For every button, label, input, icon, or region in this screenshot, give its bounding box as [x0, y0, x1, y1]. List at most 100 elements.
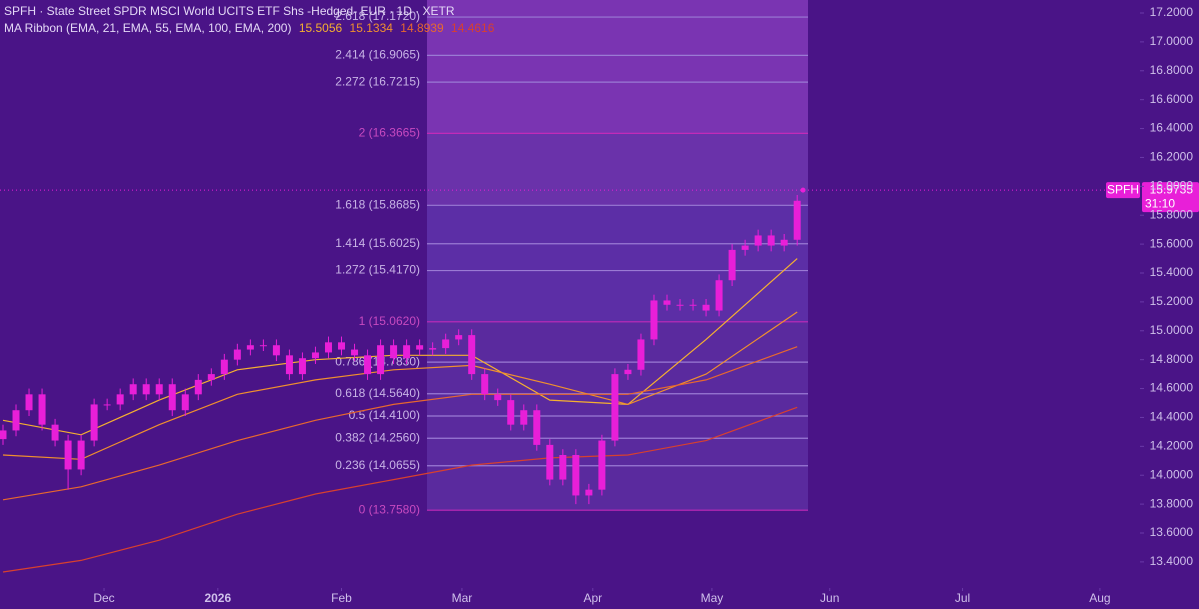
candle-body — [637, 339, 645, 370]
candle-body — [715, 280, 723, 311]
candle-body — [650, 300, 658, 340]
fib-label: 2 (16.3665) — [359, 126, 420, 140]
x-tick-label: Dec — [93, 591, 114, 605]
candle-body — [598, 440, 606, 490]
fib-band — [427, 205, 808, 244]
candle-body — [194, 379, 202, 395]
y-tick-label: 16.0000 — [1150, 179, 1194, 193]
indicator-label: MA Ribbon (EMA, 21, EMA, 55, EMA, 100, E… — [4, 21, 291, 35]
x-tick-label: Jul — [955, 591, 970, 605]
y-tick-label: 16.4000 — [1150, 121, 1194, 135]
price-badge — [1142, 182, 1199, 213]
fib-band — [427, 82, 808, 134]
candle-body — [220, 359, 228, 375]
y-tick-label: 16.6000 — [1150, 92, 1194, 106]
candle-body — [129, 384, 137, 395]
candle-body — [468, 335, 476, 375]
candle-body — [585, 489, 593, 496]
candle-body — [351, 349, 359, 356]
candle-body — [377, 345, 385, 375]
candle-body — [455, 335, 463, 340]
fib-band — [427, 243, 808, 271]
candle-body — [481, 374, 489, 395]
candle-body — [285, 355, 293, 375]
candle-body — [338, 342, 346, 350]
y-tick-label: 17.2000 — [1150, 5, 1194, 19]
candle-body — [780, 239, 788, 246]
candle-body — [624, 369, 632, 375]
candle-body — [416, 345, 424, 350]
ma-line — [2, 406, 798, 573]
x-tick-label: Feb — [331, 591, 352, 605]
candle-body — [90, 404, 98, 441]
candle-body — [0, 430, 7, 440]
indicator-legend: MA Ribbon (EMA, 21, EMA, 55, EMA, 100, E… — [4, 21, 495, 35]
legend-value: 15.1334 — [350, 21, 394, 35]
fib-label: 0.236 (14.0655) — [335, 458, 420, 472]
candle-body — [767, 235, 775, 246]
candle-body — [728, 249, 736, 281]
x-tick-label: Apr — [583, 591, 602, 605]
x-tick-label: Jun — [820, 591, 839, 605]
fib-label: 1.272 (15.4170) — [335, 263, 420, 277]
candle-body — [507, 400, 515, 425]
fib-label: 0.618 (14.5640) — [335, 386, 420, 400]
fib-label: 1 (15.0620) — [359, 314, 420, 328]
candle-body — [298, 358, 306, 375]
y-tick-label: 14.2000 — [1150, 439, 1194, 453]
candle-body — [324, 342, 332, 353]
symbol-badge — [1106, 182, 1140, 199]
fib-band — [427, 321, 808, 363]
candle-body — [442, 339, 450, 349]
candle-body — [181, 394, 189, 411]
candle-body — [168, 384, 176, 411]
candle-body — [559, 455, 567, 480]
candle-body — [155, 384, 163, 395]
candle-body — [272, 345, 280, 356]
fib-label: 1.618 (15.8685) — [335, 197, 420, 211]
last-price-dot — [800, 187, 806, 193]
candle-body — [494, 394, 502, 401]
fib-band — [427, 17, 808, 56]
x-tick-label: 2026 — [204, 591, 231, 605]
legend-value: 15.5056 — [299, 21, 343, 35]
y-tick-label: 13.4000 — [1150, 554, 1194, 568]
ma-line — [2, 346, 798, 501]
candle-body — [51, 424, 59, 441]
y-tick-label: 13.6000 — [1150, 525, 1194, 539]
fib-label: 2.272 (16.7215) — [335, 74, 420, 88]
fib-label: 2.414 (16.9065) — [335, 48, 420, 62]
y-tick-label: 14.4000 — [1150, 410, 1194, 424]
candles — [0, 195, 801, 505]
candle-body — [689, 304, 697, 306]
fib-band — [427, 133, 808, 206]
y-tick-label: 14.0000 — [1150, 467, 1194, 481]
x-tick-label: Aug — [1089, 591, 1110, 605]
candle-body — [64, 440, 72, 470]
y-tick-label: 15.0000 — [1150, 323, 1194, 337]
ma-ribbon — [2, 258, 798, 573]
candle-body — [572, 455, 580, 496]
candle-body — [520, 410, 528, 425]
candle-body — [12, 410, 20, 431]
candle-body — [390, 345, 398, 359]
y-tick-label: 15.8000 — [1150, 207, 1194, 221]
fib-band — [427, 270, 808, 322]
candle-body — [741, 245, 749, 250]
y-tick-label: 15.2000 — [1150, 294, 1194, 308]
symbol-label: SPFH — [1107, 182, 1139, 196]
fib-label: 2.618 (17.1720) — [335, 9, 420, 23]
y-tick-label: 15.4000 — [1150, 265, 1194, 279]
candle-body — [429, 348, 437, 350]
fib-band — [427, 55, 808, 83]
candle-body — [364, 355, 372, 375]
candle-body — [233, 349, 241, 360]
y-tick-label: 14.8000 — [1150, 352, 1194, 366]
candle-body — [546, 444, 554, 480]
y-tick-label: 16.2000 — [1150, 150, 1194, 164]
fib-top — [427, 0, 808, 18]
y-tick-label: 17.0000 — [1150, 34, 1194, 48]
candle-body — [793, 200, 801, 240]
candle-body — [77, 440, 85, 470]
